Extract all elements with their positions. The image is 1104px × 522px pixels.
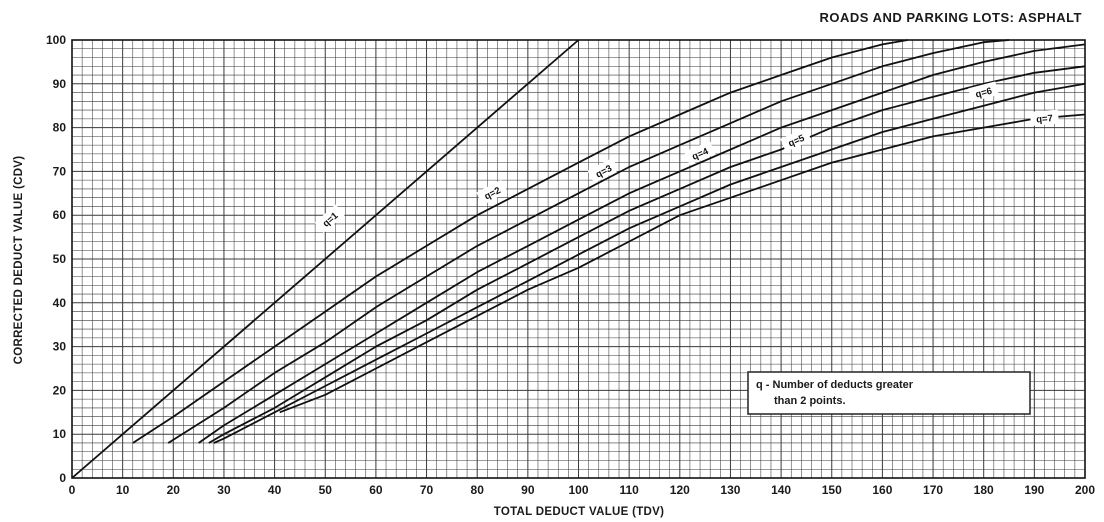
legend-line-2: than 2 points. bbox=[774, 395, 846, 407]
curve-label-bg bbox=[780, 127, 812, 152]
y-tick-label: 60 bbox=[53, 208, 67, 222]
x-tick-label: 150 bbox=[822, 483, 842, 497]
series-line-q-3 bbox=[167, 39, 1010, 444]
x-tick-labels: 0 10 20 30 40 50 60 70 80 90 100 110 120 130 140 150 160… bbox=[69, 483, 1096, 497]
y-tick-label: 100 bbox=[46, 33, 66, 47]
x-tick-label: 20 bbox=[167, 483, 181, 497]
curve-label-bg bbox=[314, 204, 345, 234]
y-axis-label: CORRECTED DEDUCT VALUE (CDV) bbox=[13, 156, 25, 365]
x-tick-label: 190 bbox=[1024, 483, 1044, 497]
legend-box bbox=[747, 371, 1031, 415]
curve-label-bg bbox=[968, 81, 999, 102]
curve-label-q-1: q=1 bbox=[314, 204, 345, 234]
curve-label-q-3: q=3 bbox=[587, 157, 619, 184]
y-tick-label: 30 bbox=[53, 340, 67, 354]
chart-title: ROADS AND PARKING LOTS: ASPHALT bbox=[820, 10, 1083, 25]
series-line-q-4 bbox=[198, 43, 1086, 444]
series-line-q-5 bbox=[208, 65, 1086, 444]
y-tick-label: 80 bbox=[53, 121, 67, 135]
x-tick-label: 110 bbox=[619, 483, 639, 497]
curve-label-bg bbox=[1029, 109, 1059, 126]
x-tick-label: 50 bbox=[319, 483, 333, 497]
grid bbox=[71, 39, 1086, 479]
curve-label-text: q=7 bbox=[1036, 113, 1054, 125]
series-lines bbox=[71, 39, 1086, 479]
x-tick-label: 180 bbox=[974, 483, 994, 497]
x-tick-label: 130 bbox=[720, 483, 740, 497]
curve-label-q-6: q=6 bbox=[968, 81, 999, 102]
x-tick-label: 90 bbox=[521, 483, 535, 497]
y-tick-label: 90 bbox=[53, 77, 67, 91]
x-tick-label: 100 bbox=[568, 483, 588, 497]
series-line-q-2 bbox=[132, 39, 908, 444]
curve-label-bg bbox=[476, 179, 508, 206]
x-tick-label: 200 bbox=[1075, 483, 1095, 497]
x-tick-label: 70 bbox=[420, 483, 434, 497]
x-tick-label: 60 bbox=[369, 483, 383, 497]
x-tick-label: 0 bbox=[69, 483, 76, 497]
series-line-q-7 bbox=[279, 113, 1086, 414]
series-line-q-1 bbox=[71, 39, 580, 479]
curve-label-q-4: q=4 bbox=[684, 140, 716, 165]
y-tick-labels: 0 10 20 30 40 50 60 70 80 90 100 bbox=[46, 33, 66, 485]
x-tick-label: 40 bbox=[268, 483, 282, 497]
y-tick-label: 10 bbox=[53, 427, 67, 441]
x-tick-label: 120 bbox=[670, 483, 690, 497]
legend-line-1: q - Number of deducts greater bbox=[756, 379, 914, 391]
x-tick-label: 170 bbox=[923, 483, 943, 497]
x-tick-label: 30 bbox=[217, 483, 231, 497]
curve-label-bg bbox=[587, 157, 619, 184]
series-line-q-6 bbox=[213, 82, 1086, 444]
y-tick-label: 50 bbox=[53, 252, 67, 266]
y-tick-label: 70 bbox=[53, 164, 67, 178]
curve-label-q-7: q=7 bbox=[1029, 109, 1059, 126]
x-axis-label: TOTAL DEDUCT VALUE (TDV) bbox=[494, 506, 665, 518]
legend-note: q - Number of deducts greater than 2 poi… bbox=[747, 371, 1031, 415]
y-tick-label: 40 bbox=[53, 296, 67, 310]
x-tick-label: 140 bbox=[771, 483, 791, 497]
x-tick-label: 80 bbox=[471, 483, 485, 497]
curve-label-text: q=6 bbox=[974, 86, 993, 101]
curve-label-q-5: q=5 bbox=[780, 127, 812, 152]
y-tick-label: 20 bbox=[53, 383, 67, 397]
curve-label-bg bbox=[684, 140, 716, 165]
y-tick-label: 0 bbox=[59, 471, 66, 485]
x-tick-label: 10 bbox=[116, 483, 130, 497]
x-tick-label: 160 bbox=[872, 483, 892, 497]
